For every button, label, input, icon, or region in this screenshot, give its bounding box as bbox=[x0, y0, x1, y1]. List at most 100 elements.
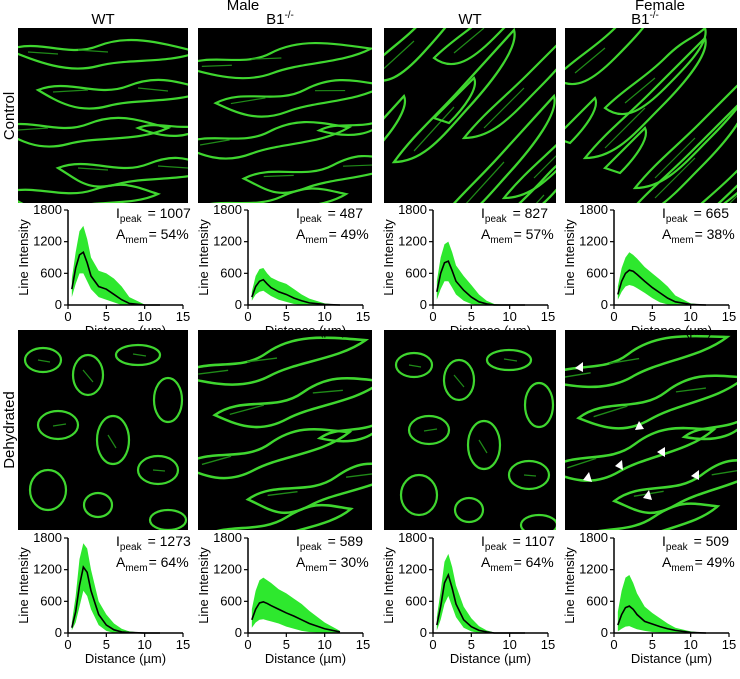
line-chart: 0 600 1200 1800 0 5 10 15 Distance (µm) Line Inte… bbox=[381, 530, 555, 666]
y-tick-label: 600 bbox=[220, 593, 242, 608]
annotation-symbol: A bbox=[662, 226, 672, 242]
column-label-superscript: -/- bbox=[649, 10, 658, 21]
y-tick-label: 1800 bbox=[579, 202, 608, 217]
row-label: Control bbox=[1, 92, 18, 140]
annotation: Ipeak = 665 bbox=[662, 205, 729, 225]
y-tick-label: 0 bbox=[420, 625, 427, 640]
x-tick-label: 10 bbox=[683, 637, 697, 652]
mean-line bbox=[71, 250, 160, 306]
x-tick-label: 10 bbox=[683, 309, 697, 324]
column-label: WT bbox=[458, 11, 481, 28]
annotation-text: = 1007 bbox=[148, 205, 191, 221]
annotation: Amem= 64% bbox=[116, 554, 189, 574]
x-axis-label: Distance (µm) bbox=[631, 651, 712, 666]
annotation-subscript: peak bbox=[120, 214, 143, 225]
micrograph bbox=[18, 330, 188, 530]
line-chart: 0 600 1200 1800 0 5 10 15 Distance (µm) Line Inte… bbox=[562, 530, 736, 666]
column-label-superscript: -/- bbox=[284, 10, 293, 21]
micrograph bbox=[565, 28, 737, 203]
x-tick-label: 10 bbox=[317, 309, 331, 324]
annotation-subscript: mem bbox=[305, 235, 327, 246]
y-tick-label: 1800 bbox=[213, 202, 242, 217]
x-tick-label: 15 bbox=[722, 309, 736, 324]
annotation-symbol: A bbox=[481, 226, 491, 242]
mean-line bbox=[251, 278, 341, 306]
line-chart: 0 600 1200 1800 0 5 10 15 Distance (µm) Line Inte… bbox=[16, 202, 191, 338]
x-tick-label: 10 bbox=[317, 637, 331, 652]
y-tick-label: 1800 bbox=[33, 530, 62, 545]
x-axis-label: Distance (µm) bbox=[450, 651, 531, 666]
x-tick-label: 5 bbox=[649, 637, 656, 652]
y-tick-label: 0 bbox=[55, 625, 62, 640]
line-chart: 0 600 1200 1800 0 5 10 15 Distance (µm) Line Inte… bbox=[562, 202, 736, 338]
annotation-symbol: A bbox=[662, 554, 672, 570]
sd-band bbox=[436, 241, 525, 305]
annotation-text: = 827 bbox=[513, 205, 549, 221]
annotation-subscript: mem bbox=[490, 235, 512, 246]
annotation: Amem= 64% bbox=[481, 554, 554, 574]
x-tick-label: 15 bbox=[176, 637, 190, 652]
column-label: WT bbox=[91, 11, 114, 28]
annotation-symbol: A bbox=[116, 554, 126, 570]
x-tick-label: 0 bbox=[610, 637, 617, 652]
x-axis-label: Distance (µm) bbox=[85, 323, 166, 338]
y-tick-label: 1200 bbox=[33, 234, 62, 249]
column-label: B1-/- bbox=[631, 10, 659, 28]
x-tick-label: 10 bbox=[137, 309, 151, 324]
x-tick-label: 0 bbox=[64, 309, 71, 324]
y-tick-label: 600 bbox=[586, 265, 608, 280]
x-tick-label: 5 bbox=[283, 309, 290, 324]
y-axis-label: Line Intensity bbox=[381, 219, 396, 296]
x-tick-label: 5 bbox=[103, 637, 110, 652]
sd-band bbox=[617, 252, 706, 305]
y-tick-label: 600 bbox=[405, 265, 427, 280]
x-tick-label: 15 bbox=[356, 637, 370, 652]
annotation-text: = 1107 bbox=[513, 533, 555, 549]
y-tick-label: 1800 bbox=[398, 202, 427, 217]
y-tick-label: 0 bbox=[601, 297, 608, 312]
x-tick-label: 15 bbox=[722, 637, 736, 652]
annotation-text: = 665 bbox=[694, 205, 730, 221]
x-tick-label: 5 bbox=[649, 309, 656, 324]
x-tick-label: 0 bbox=[64, 637, 71, 652]
annotation-symbol: A bbox=[481, 554, 491, 570]
y-axis-label: Line Intensity bbox=[562, 547, 577, 624]
column-label-text: B1 bbox=[266, 11, 284, 28]
annotation: Amem= 54% bbox=[116, 226, 189, 246]
annotation-subscript: mem bbox=[125, 235, 147, 246]
annotation: Ipeak = 509 bbox=[662, 533, 729, 553]
y-tick-label: 0 bbox=[235, 297, 242, 312]
annotation-text: = 64% bbox=[149, 554, 189, 570]
x-axis-label: Distance (µm) bbox=[631, 323, 712, 338]
y-tick-label: 600 bbox=[586, 593, 608, 608]
sd-band bbox=[436, 553, 525, 633]
column-label-text: B1 bbox=[631, 11, 649, 28]
x-tick-label: 5 bbox=[283, 637, 290, 652]
sd-band bbox=[251, 577, 340, 633]
x-tick-label: 0 bbox=[244, 637, 251, 652]
mean-line bbox=[436, 572, 525, 634]
y-tick-label: 0 bbox=[601, 625, 608, 640]
annotation: Ipeak = 827 bbox=[481, 205, 548, 225]
line-chart: 0 600 1200 1800 0 5 10 15 Distance (µm) Line Inte… bbox=[196, 530, 370, 666]
y-tick-label: 600 bbox=[40, 593, 62, 608]
x-tick-label: 15 bbox=[541, 637, 555, 652]
y-axis-label: Line Intensity bbox=[381, 547, 396, 624]
annotation: Ipeak = 1107 bbox=[481, 533, 555, 553]
line-chart: 0 600 1200 1800 0 5 10 15 Distance (µm) Line Inte… bbox=[16, 530, 191, 666]
y-tick-label: 1200 bbox=[398, 562, 427, 577]
x-tick-label: 5 bbox=[468, 637, 475, 652]
annotation-symbol: A bbox=[296, 226, 306, 242]
y-axis-label: Line Intensity bbox=[16, 219, 31, 296]
x-tick-label: 5 bbox=[103, 309, 110, 324]
mean-line bbox=[251, 601, 341, 633]
x-tick-label: 5 bbox=[468, 309, 475, 324]
sd-band bbox=[71, 543, 160, 633]
sd-band bbox=[71, 225, 160, 305]
annotation-subscript: peak bbox=[485, 214, 508, 225]
annotation-subscript: peak bbox=[485, 542, 508, 553]
y-tick-label: 600 bbox=[405, 593, 427, 608]
x-tick-label: 10 bbox=[502, 637, 516, 652]
mean-line bbox=[617, 269, 707, 306]
